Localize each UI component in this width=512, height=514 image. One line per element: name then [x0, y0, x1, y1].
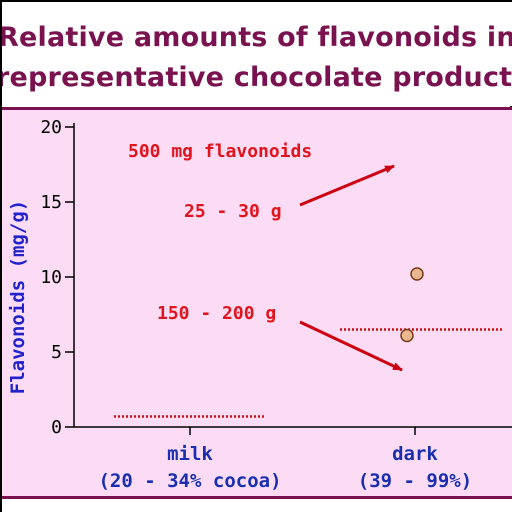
- y-axis-title: Flavonoids (mg/g): [7, 200, 29, 394]
- arrow-lower: [299, 320, 403, 372]
- y-tick-label: 5: [51, 342, 62, 363]
- slide-title-line-1: Relative amounts of flavonoids in: [2, 22, 512, 53]
- annotation-upper-amount: 25 - 30 g: [184, 201, 282, 222]
- bottom-divider: [2, 496, 512, 499]
- title-divider: [2, 107, 512, 110]
- x-category-dark: dark: [392, 443, 438, 465]
- data-point-dark: [410, 267, 424, 281]
- y-tick-label: 15: [40, 192, 62, 213]
- y-tick-label: 20: [40, 117, 62, 138]
- plot-panel: 0 5 10 15 20 Flavonoids (mg/g) 500 mg flavono…: [2, 110, 512, 496]
- y-tick-label: 10: [40, 267, 62, 288]
- x-category-sub-milk: (20 - 34% cocoa): [98, 470, 281, 492]
- flavonoid-chart: 0 5 10 15 20 Flavonoids (mg/g) 500 mg flavono…: [7, 117, 512, 492]
- annotation-lower-amount: 150 - 200 g: [157, 303, 276, 324]
- slide-title-line-2: representative chocolate products: [2, 62, 512, 93]
- data-point-dark: [400, 328, 414, 343]
- x-category-milk: milk: [167, 443, 213, 465]
- bottom-strip: [2, 499, 512, 514]
- annotation-500mg: 500 mg flavonoids: [128, 141, 312, 162]
- title-band: Relative amounts of flavonoids in repres…: [2, 2, 512, 106]
- y-tick-label: 0: [51, 417, 62, 438]
- arrow-upper: [299, 164, 395, 207]
- x-category-sub-dark: (39 - 99%): [358, 470, 472, 492]
